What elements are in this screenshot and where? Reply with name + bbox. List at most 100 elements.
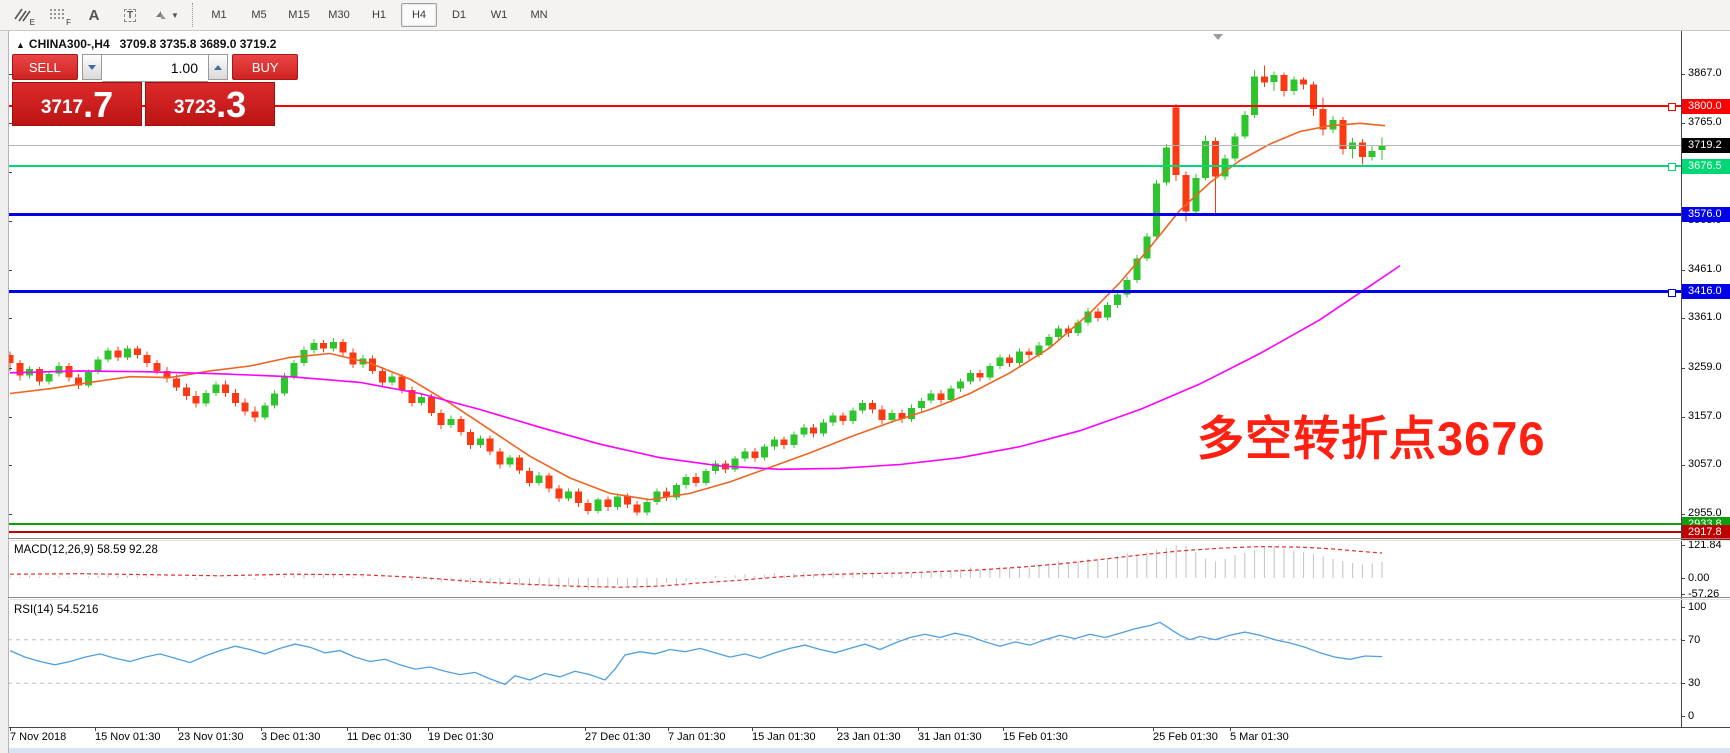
volume-input[interactable]: [102, 54, 208, 82]
draw-study-tool-icon[interactable]: E: [6, 2, 38, 28]
time-tick-mark: [585, 727, 586, 731]
timeframe-button-h1[interactable]: H1: [371, 9, 387, 21]
price-tick-mark-left: [8, 367, 12, 369]
time-tick-mark: [918, 727, 919, 731]
time-label: 3 Dec 01:30: [261, 731, 321, 743]
price-tick-mark: [1681, 514, 1685, 516]
time-label: 15 Feb 01:30: [1003, 731, 1068, 743]
time-label: 25 Feb 01:30: [1153, 731, 1218, 743]
rsi-indicator-label: RSI(14) 54.5216: [14, 604, 99, 616]
sell-button[interactable]: SELL: [12, 54, 78, 80]
hline-3576.0[interactable]: [8, 213, 1681, 216]
time-tick-mark: [837, 727, 838, 731]
time-tick-mark: [1153, 727, 1154, 731]
hline-3416.0[interactable]: [8, 290, 1681, 294]
price-tick-mark-left: [8, 514, 12, 516]
fibonacci-tool-icon[interactable]: F: [50, 9, 71, 27]
price-tick-mark-left: [8, 465, 12, 466]
timeframe-button-mn[interactable]: MN: [530, 9, 548, 21]
time-label: 23 Nov 01:30: [178, 731, 244, 743]
sell-price-frac: .7: [83, 84, 114, 125]
macd-histogram: [9, 544, 1383, 591]
time-tick-mark: [1003, 727, 1004, 731]
pane-splitter-macd-hl: [8, 539, 1730, 541]
symbol-marker-icon: ▲: [16, 40, 25, 50]
price-tick-mark-left: [8, 416, 12, 418]
macd-scale-label: -57.26: [1688, 587, 1720, 600]
time-tick-mark: [10, 727, 11, 731]
sell-price-main: 3717: [40, 97, 84, 118]
timeframe-button-m1[interactable]: M1: [211, 9, 227, 21]
time-label: 23 Jan 01:30: [837, 731, 901, 743]
price-tick-label: 3259.0: [1688, 360, 1722, 373]
price-tick-label: 3461.0: [1688, 263, 1722, 275]
timeframe-button-d1[interactable]: D1: [451, 9, 467, 21]
text-tool-icon[interactable]: A: [88, 6, 100, 24]
hline-2933.8[interactable]: [8, 523, 1681, 526]
arrows-tool-icon[interactable]: ▼: [150, 2, 182, 28]
timeframe-button-m5[interactable]: M5: [251, 9, 267, 21]
time-tick-mark: [95, 727, 96, 731]
price-tick-mark-left: [8, 220, 12, 222]
spin-up-icon: [214, 64, 223, 70]
toolbar-separator: [192, 3, 193, 27]
sell-price-box[interactable]: 3717.7: [12, 82, 142, 126]
one-click-trading-panel: SELL BUY 3717.7 3723.3: [12, 54, 298, 126]
hline-handle-3800.0[interactable]: [1668, 103, 1676, 112]
status-bar-edge: [0, 748, 1730, 753]
chart-shift-marker-icon[interactable]: [1213, 34, 1223, 40]
chart-text-annotation[interactable]: 多空转折点3676: [1197, 412, 1546, 465]
volume-increase-button[interactable]: [208, 54, 229, 80]
time-label: 15 Nov 01:30: [95, 731, 161, 743]
price-tick-label: 3157.0: [1688, 409, 1722, 422]
chart-symbol-header: ▲ CHINA300-,H4 3709.8 3735.8 3689.0 3719.2: [16, 37, 276, 51]
timeframe-button-m15[interactable]: M15: [288, 9, 310, 21]
hline-2917.8[interactable]: [8, 531, 1681, 534]
timeframe-button-h4[interactable]: H4: [401, 3, 437, 27]
pane-splitter-rsi-hl: [8, 598, 1730, 600]
toolbar: E F A T ▼ M1 M5 M15 M30 H1 H4 D1 W1 MN: [0, 0, 1730, 31]
volume-decrease-button[interactable]: [81, 54, 102, 80]
price-label-2917.8: 2917.8: [1682, 524, 1730, 540]
rsi-scale-label: 30: [1688, 677, 1701, 690]
symbol-name: CHINA300-,H4: [28, 37, 110, 51]
drawing-tools-group: E F A T ▼: [4, 2, 184, 28]
rsi-line: [9, 621, 1383, 686]
price-tick-mark: [1681, 123, 1685, 125]
rsi-scale-label: 70: [1688, 633, 1701, 646]
hline-3800.0[interactable]: [8, 105, 1681, 108]
rsi-scale-label: 0: [1688, 710, 1695, 722]
timeframe-bar: M1 M5 M15 M30 H1 H4 D1 W1 MN: [199, 3, 559, 27]
pane-splitter-rsi[interactable]: [8, 597, 1730, 598]
timeframe-button-m30[interactable]: M30: [328, 9, 350, 21]
hline-handle-3416.0[interactable]: [1668, 288, 1676, 297]
price-tick-mark: [1681, 465, 1685, 466]
buy-price-main: 3723: [173, 97, 217, 118]
price-tick-mark: [1681, 270, 1685, 271]
price-tick-label: 3867.0: [1688, 67, 1722, 80]
label-tool-icon[interactable]: T: [114, 2, 146, 28]
time-tick-mark: [347, 727, 348, 731]
buy-price-box[interactable]: 3723.3: [145, 82, 275, 126]
ma-fast-line: [9, 122, 1386, 501]
macd-indicator-label: MACD(12,26,9) 58.59 92.28: [14, 544, 158, 556]
time-label: 31 Jan 01:30: [918, 731, 982, 743]
price-tick-mark: [1681, 416, 1685, 418]
rsi-scale-tick: [1681, 683, 1685, 685]
time-axis-border: [8, 727, 1730, 728]
time-tick-mark: [1230, 727, 1231, 731]
time-label: 5 Mar 01:30: [1230, 731, 1289, 743]
buy-button[interactable]: BUY: [232, 54, 298, 80]
axis-vertical-border: [1681, 31, 1682, 727]
price-tick-mark-left: [8, 318, 12, 320]
time-label: 15 Jan 01:30: [752, 731, 816, 743]
price-label-3800.0: 3800.0: [1682, 98, 1730, 114]
hline-handle-3676.5[interactable]: [1668, 163, 1676, 171]
current-price-line: [8, 145, 1681, 147]
rsi-scale-tick: [1681, 716, 1685, 717]
hline-3676.5[interactable]: [8, 165, 1681, 167]
pane-splitter-macd[interactable]: [8, 538, 1730, 539]
timeframe-button-w1[interactable]: W1: [490, 9, 508, 21]
